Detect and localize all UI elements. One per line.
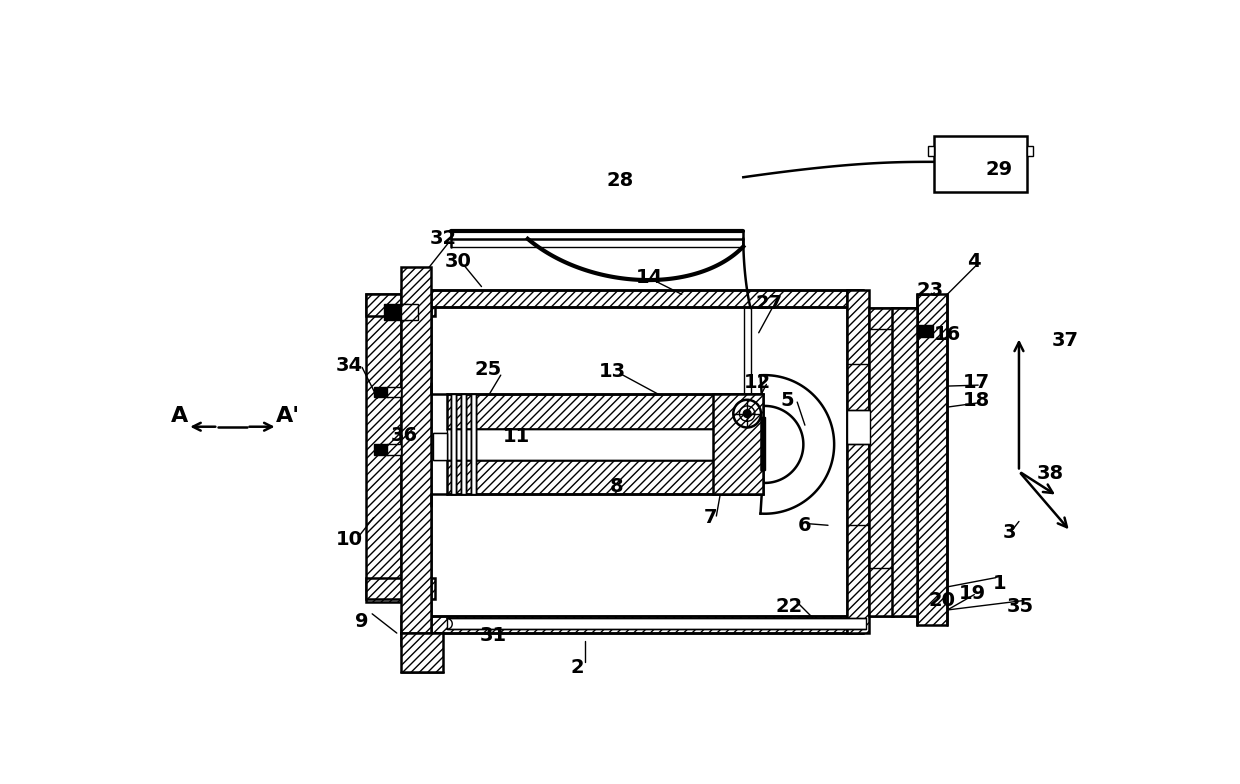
Bar xyxy=(401,267,432,644)
Bar xyxy=(387,445,401,456)
Bar xyxy=(366,578,435,599)
Bar xyxy=(713,394,763,495)
Text: 38: 38 xyxy=(1037,464,1064,483)
Bar xyxy=(461,394,466,495)
Bar xyxy=(402,303,418,321)
Text: 3: 3 xyxy=(1002,524,1016,543)
Text: 2: 2 xyxy=(570,659,584,677)
Bar xyxy=(387,387,401,397)
Bar xyxy=(387,387,401,397)
Text: 30: 30 xyxy=(445,252,472,271)
Text: 25: 25 xyxy=(474,360,501,379)
Text: 16: 16 xyxy=(934,325,961,344)
Bar xyxy=(471,394,476,495)
Text: 8: 8 xyxy=(609,477,622,496)
Text: 29: 29 xyxy=(986,160,1013,179)
Bar xyxy=(401,290,863,307)
Bar xyxy=(461,394,466,495)
Text: 35: 35 xyxy=(1007,597,1034,615)
Bar xyxy=(446,429,763,460)
Text: 37: 37 xyxy=(1052,331,1079,350)
Text: 18: 18 xyxy=(963,391,991,410)
Text: 22: 22 xyxy=(776,597,804,615)
Text: 34: 34 xyxy=(336,356,362,375)
Text: A: A xyxy=(171,406,188,426)
Text: 14: 14 xyxy=(636,268,663,287)
Bar xyxy=(928,147,934,156)
Text: 5: 5 xyxy=(780,391,794,410)
Text: 12: 12 xyxy=(744,373,771,392)
Circle shape xyxy=(743,410,751,418)
Bar xyxy=(401,267,432,644)
Bar xyxy=(373,387,388,397)
Bar xyxy=(446,394,763,429)
Bar xyxy=(869,308,894,616)
Bar xyxy=(366,294,401,602)
Bar xyxy=(446,394,763,429)
Bar xyxy=(761,418,765,470)
Bar xyxy=(366,294,401,602)
Bar xyxy=(373,445,388,456)
Text: 1: 1 xyxy=(993,574,1007,593)
Bar xyxy=(916,325,934,337)
Text: 27: 27 xyxy=(755,294,782,313)
Bar xyxy=(916,294,947,626)
Text: 36: 36 xyxy=(391,426,418,445)
Bar xyxy=(433,433,446,460)
Bar xyxy=(366,578,435,599)
Bar xyxy=(446,460,763,495)
Bar xyxy=(401,633,443,672)
Bar xyxy=(916,294,947,626)
Bar xyxy=(402,303,418,321)
Bar xyxy=(366,294,435,316)
Bar xyxy=(847,290,869,633)
Text: 13: 13 xyxy=(599,361,626,381)
Text: 28: 28 xyxy=(606,171,634,190)
Text: 23: 23 xyxy=(916,281,944,300)
Bar xyxy=(471,394,476,495)
Text: 6: 6 xyxy=(799,516,812,535)
Bar xyxy=(847,290,869,633)
Text: 19: 19 xyxy=(960,583,986,603)
Bar xyxy=(387,445,401,456)
Bar xyxy=(450,394,456,495)
Bar xyxy=(401,616,863,633)
Bar xyxy=(366,294,435,316)
Bar xyxy=(892,308,916,616)
Text: 17: 17 xyxy=(963,373,991,392)
Text: 11: 11 xyxy=(502,427,529,446)
Bar xyxy=(446,460,763,495)
Text: 31: 31 xyxy=(480,626,507,645)
Bar xyxy=(713,394,763,495)
Text: 32: 32 xyxy=(429,230,456,249)
Text: 20: 20 xyxy=(929,591,956,610)
Bar xyxy=(433,433,446,460)
Bar xyxy=(1027,147,1033,156)
Bar xyxy=(450,394,456,495)
Text: 9: 9 xyxy=(356,612,370,631)
Bar xyxy=(401,616,863,633)
Text: A': A' xyxy=(275,406,300,426)
Bar xyxy=(401,290,863,307)
Bar xyxy=(446,618,867,630)
Bar xyxy=(892,308,916,616)
Bar xyxy=(384,303,408,321)
Text: 7: 7 xyxy=(704,508,718,527)
Bar xyxy=(934,136,1027,192)
Text: 4: 4 xyxy=(967,252,981,271)
Bar xyxy=(401,633,443,672)
Bar xyxy=(869,308,894,616)
Text: 10: 10 xyxy=(336,530,362,549)
Bar xyxy=(847,410,870,445)
